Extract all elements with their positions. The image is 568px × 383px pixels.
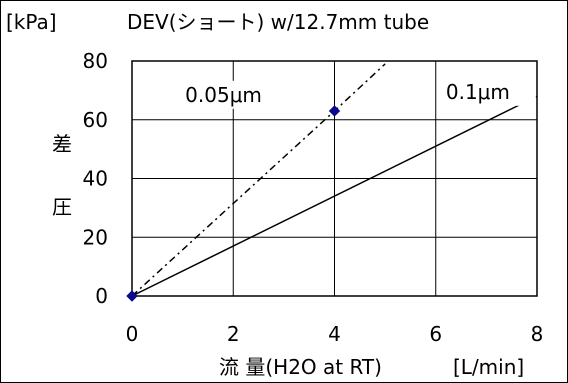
y-tick-label-3: 60 bbox=[83, 108, 108, 132]
series-labels: 0.05μm 0.1μm bbox=[183, 77, 536, 109]
marker-group bbox=[126, 105, 341, 302]
x-tick-label-0: 0 bbox=[126, 322, 139, 346]
y-axis-label-char-1: 差 bbox=[52, 132, 72, 156]
y-axis-label-char-2: 圧 bbox=[52, 195, 72, 219]
x-tick-label-3: 6 bbox=[429, 322, 442, 346]
chart-title: DEV(ショート) w/12.7mm tube bbox=[127, 10, 429, 34]
plot-area bbox=[131, 60, 538, 297]
y-tick-label-2: 40 bbox=[83, 167, 108, 191]
x-axis-label: 流 量(H2O at RT) bbox=[219, 355, 382, 379]
y-tick-label-1: 20 bbox=[83, 225, 108, 249]
series-label-bg-1 bbox=[443, 77, 536, 106]
series-label-0: 0.05μm bbox=[185, 83, 262, 107]
series-label-bg-0 bbox=[183, 80, 281, 109]
x-tick-label-4: 8 bbox=[531, 322, 544, 346]
x-tick-label-1: 2 bbox=[227, 322, 240, 346]
series-label-1: 0.1μm bbox=[446, 80, 510, 104]
series-line-1 bbox=[131, 95, 538, 297]
y-tick-label-0: 0 bbox=[95, 284, 108, 308]
data-point-marker-0 bbox=[126, 290, 138, 302]
y-tick-label-4: 80 bbox=[83, 49, 108, 73]
data-point-marker-1 bbox=[328, 105, 341, 117]
x-tick-label-2: 4 bbox=[328, 322, 341, 346]
x-axis-unit: [L/min] bbox=[453, 355, 524, 379]
y-unit-label: [kPa] bbox=[6, 10, 57, 34]
